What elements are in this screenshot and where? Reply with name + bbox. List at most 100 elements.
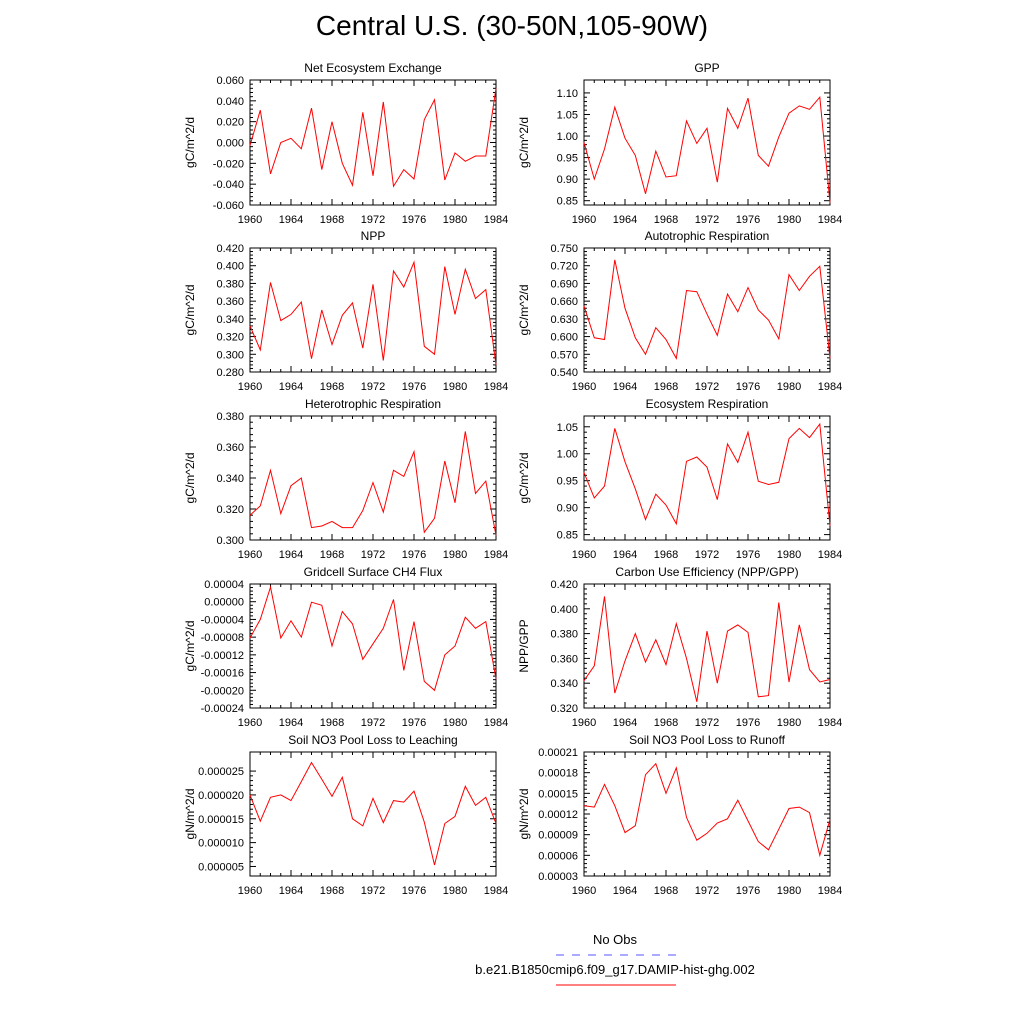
y-tick-label-6: -0.00008 [201, 632, 244, 644]
x-tick-label-2: 1968 [320, 381, 344, 393]
x-tick-label-4: 1984 [484, 549, 508, 561]
x-tick-label-1: 1976 [736, 214, 760, 226]
plot-frame-4 [249, 415, 497, 541]
y-tick-label-6: 0.00000 [204, 597, 244, 609]
x-tick-label-0: 1984 [484, 214, 508, 226]
chart-title-3: Autotrophic Respiration [645, 229, 770, 243]
page-title: Central U.S. (30-50N,105-90W) [315, 10, 709, 41]
y-tick-label-7: 0.400 [550, 604, 578, 616]
y-tick-label-2: 0.320 [216, 332, 244, 344]
plot-frame-8 [249, 751, 497, 877]
x-tick-label-1: 1960 [572, 214, 596, 226]
series-line-4-0 [249, 431, 497, 536]
plot-frame-7 [583, 583, 831, 709]
x-tick-label-5: 1972 [695, 549, 719, 561]
x-tick-label-7: 1960 [572, 717, 596, 729]
x-tick-label-8: 1976 [402, 885, 426, 897]
y-tick-label-7: 0.420 [550, 579, 578, 591]
y-axis-label-6: gC/m^2/d [183, 621, 197, 672]
y-tick-label-9: 0.00003 [538, 871, 578, 883]
y-tick-label-6: -0.00012 [201, 650, 244, 662]
x-tick-label-8: 1968 [320, 885, 344, 897]
y-tick-label-9: 0.00018 [538, 768, 578, 780]
x-tick-label-4: 1960 [238, 549, 262, 561]
x-tick-label-7: 1972 [695, 717, 719, 729]
chart-title-1: GPP [694, 61, 719, 75]
plot-frame-3 [583, 247, 831, 373]
x-tick-label-1: 1980 [777, 214, 801, 226]
plot-frame-1 [583, 79, 831, 206]
y-tick-label-6: -0.00020 [201, 685, 244, 697]
y-tick-label-0: -0.020 [213, 158, 244, 170]
x-tick-label-0: 1972 [361, 214, 385, 226]
y-tick-label-5: 1.05 [557, 422, 578, 434]
x-tick-label-6: 1976 [402, 717, 426, 729]
y-tick-label-4: 0.340 [216, 473, 244, 485]
y-tick-label-6: -0.00024 [201, 703, 244, 715]
x-tick-label-1: 1984 [818, 214, 842, 226]
y-axis-label-1: gC/m^2/d [517, 117, 531, 168]
y-axis-label-3: gC/m^2/d [517, 285, 531, 336]
x-tick-label-9: 1980 [777, 885, 801, 897]
y-tick-label-3: 0.690 [550, 278, 578, 290]
y-tick-label-2: 0.360 [216, 296, 244, 308]
y-tick-label-0: 0.060 [216, 75, 244, 87]
x-tick-label-0: 1976 [402, 214, 426, 226]
y-axis-label-9: gN/m^2/d [517, 789, 531, 840]
x-tick-label-9: 1984 [818, 885, 842, 897]
legend-label-no-obs: No Obs [592, 932, 638, 947]
x-tick-label-0: 1964 [279, 214, 303, 226]
x-tick-label-9: 1964 [613, 885, 637, 897]
y-tick-label-3: 0.630 [550, 314, 578, 326]
x-tick-label-8: 1960 [238, 885, 262, 897]
x-tick-label-9: 1976 [736, 885, 760, 897]
x-tick-label-2: 1964 [279, 381, 303, 393]
x-tick-label-8: 1972 [361, 885, 385, 897]
y-tick-label-2: 0.280 [216, 367, 244, 379]
x-tick-label-7: 1984 [818, 717, 842, 729]
series-line-0-0 [249, 88, 497, 188]
y-tick-label-2: 0.400 [216, 261, 244, 273]
y-axis-label-7: NPP/GPP [517, 619, 531, 672]
y-tick-label-0: 0.000 [216, 138, 244, 150]
y-tick-label-1: 1.05 [557, 109, 578, 121]
x-tick-label-4: 1976 [402, 549, 426, 561]
x-tick-label-0: 1980 [443, 214, 467, 226]
chart-title-5: Ecosystem Respiration [646, 397, 769, 411]
y-tick-label-1: 1.10 [557, 88, 578, 100]
y-tick-label-8: 0.000015 [198, 814, 244, 826]
series-line-6-0 [249, 585, 497, 692]
y-tick-label-3: 0.570 [550, 349, 578, 361]
chart-title-9: Soil NO3 Pool Loss to Runoff [629, 733, 786, 747]
x-tick-label-2: 1972 [361, 381, 385, 393]
legend-lines [556, 954, 676, 986]
x-tick-label-3: 1984 [818, 381, 842, 393]
y-tick-label-9: 0.00009 [538, 830, 578, 842]
y-tick-label-3: 0.600 [550, 332, 578, 344]
x-tick-label-7: 1964 [613, 717, 637, 729]
legend: No Obs b.e21.B1850cmip6.f09_g17.DAMIP-hi… [0, 930, 1024, 1010]
x-tick-label-4: 1972 [361, 549, 385, 561]
y-tick-label-7: 0.340 [550, 678, 578, 690]
x-tick-label-6: 1964 [279, 717, 303, 729]
x-tick-label-5: 1968 [654, 549, 678, 561]
y-tick-label-6: -0.00016 [201, 668, 244, 680]
y-tick-label-0: 0.020 [216, 117, 244, 129]
y-tick-label-0: -0.040 [213, 179, 244, 191]
y-tick-label-0: 0.040 [216, 96, 244, 108]
x-tick-label-2: 1976 [402, 381, 426, 393]
y-tick-label-9: 0.00021 [538, 747, 578, 759]
series-line-3-0 [583, 259, 831, 360]
y-tick-label-1: 0.85 [557, 196, 578, 208]
chart-title-0: Net Ecosystem Exchange [304, 61, 442, 75]
y-tick-label-2: 0.420 [216, 243, 244, 255]
x-tick-label-8: 1964 [279, 885, 303, 897]
x-tick-label-6: 1972 [361, 717, 385, 729]
x-tick-label-9: 1972 [695, 885, 719, 897]
y-tick-label-3: 0.750 [550, 243, 578, 255]
y-tick-label-8: 0.000025 [198, 766, 244, 778]
y-tick-label-8: 0.000020 [198, 790, 244, 802]
y-tick-label-5: 0.90 [557, 503, 578, 515]
y-tick-label-5: 1.00 [557, 449, 578, 461]
y-tick-label-9: 0.00012 [538, 809, 578, 821]
